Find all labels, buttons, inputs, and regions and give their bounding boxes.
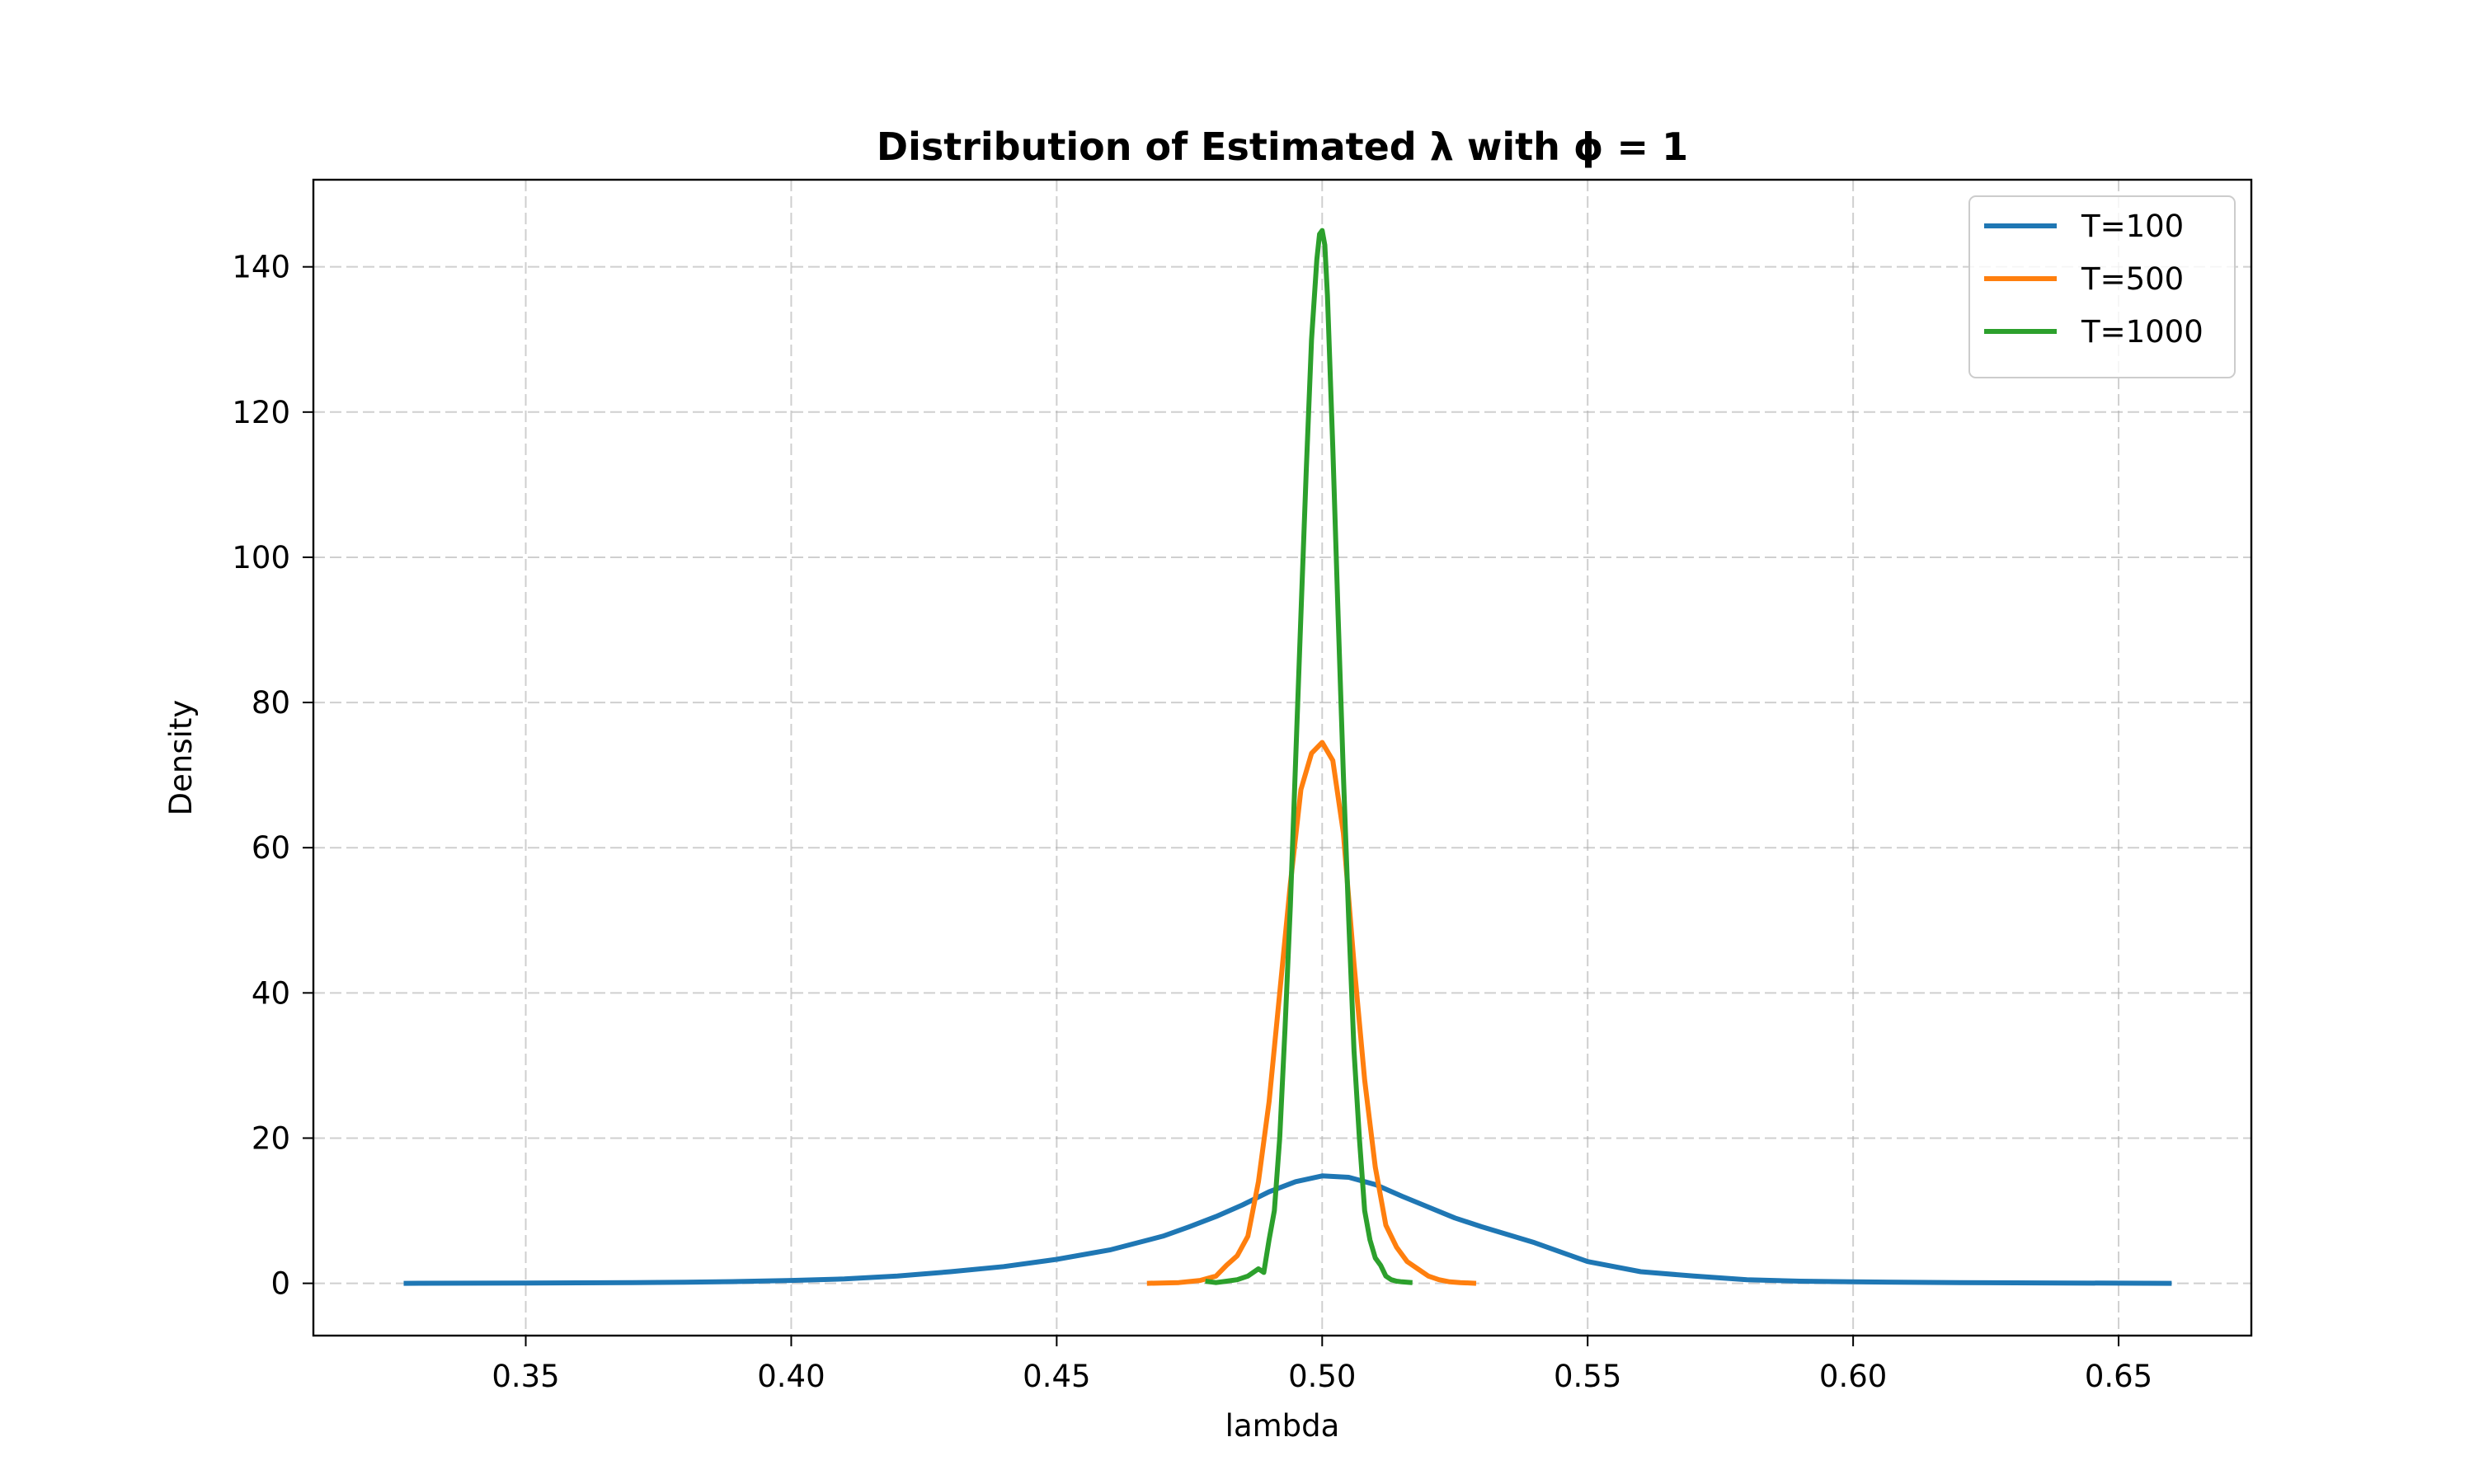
y-tick-label: 140 (232, 250, 290, 285)
series-lines (403, 228, 2172, 1286)
y-tick-label: 60 (252, 830, 290, 866)
series-line-t-1000 (1205, 228, 1413, 1285)
x-tick-label: 0.35 (492, 1359, 559, 1394)
legend-label: T=100 (2081, 209, 2184, 244)
x-tick-label: 0.55 (1554, 1359, 1621, 1394)
x-tick-label: 0.60 (1819, 1359, 1887, 1394)
x-tick-label: 0.50 (1288, 1359, 1356, 1394)
y-tick-label: 40 (252, 975, 290, 1011)
x-tick-label: 0.40 (757, 1359, 825, 1394)
legend-label: T=500 (2081, 261, 2184, 297)
legend: T=100 T=500 T=1000 (1968, 195, 2236, 378)
y-tick-label: 120 (232, 395, 290, 430)
y-tick-label: 20 (252, 1120, 290, 1156)
x-tick-label: 0.45 (1023, 1359, 1090, 1394)
y-tick-label: 80 (252, 685, 290, 721)
legend-label: T=1000 (2081, 314, 2204, 350)
y-tick-label: 100 (232, 540, 290, 575)
x-axis-label: lambda (1225, 1408, 1340, 1444)
y-axis-label: Density (163, 700, 199, 816)
y-tick-label: 0 (270, 1266, 290, 1302)
x-tick-label: 0.65 (2085, 1359, 2152, 1394)
axis-ticks: 0.35 0.40 0.45 0.50 0.55 0.60 0.65 0 20 40 60 80 100… (232, 250, 2152, 1394)
chart-title: Distribution of Estimated λ with ϕ = 1 (877, 124, 1688, 169)
series-line-t-500 (1146, 740, 1477, 1286)
series-line-t-100 (403, 1173, 2172, 1286)
plot-area-frame (312, 178, 2253, 1337)
